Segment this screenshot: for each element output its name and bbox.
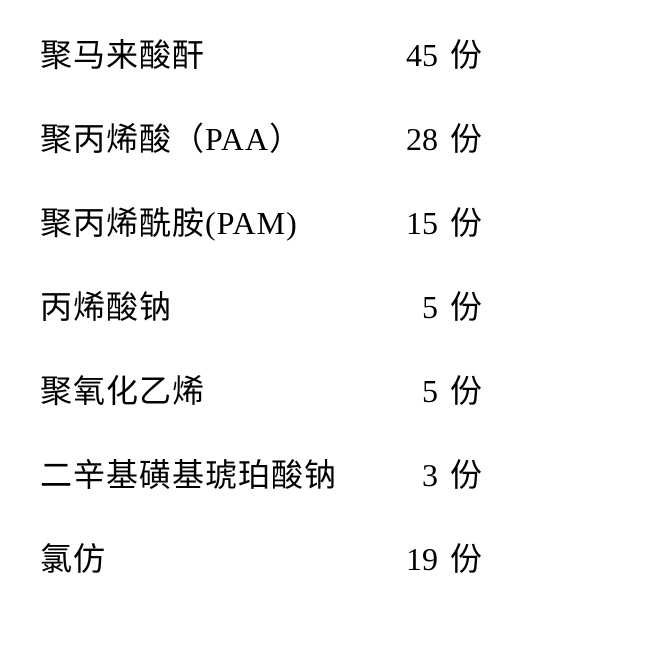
list-item: 聚丙烯酰胺(PAM) 15 份 [40, 198, 617, 244]
amount: 5 份 [400, 366, 510, 412]
list-item: 聚丙烯酸（PAA） 28 份 [40, 114, 617, 160]
amount-value: 3 [400, 457, 438, 494]
amount-unit: 份 [450, 366, 482, 412]
amount-value: 5 [400, 373, 438, 410]
list-item: 聚氧化乙烯 5 份 [40, 366, 617, 412]
amount-unit: 份 [450, 198, 482, 244]
ingredient-name: 聚丙烯酰胺(PAM) [40, 198, 400, 244]
list-item: 聚马来酸酐 45 份 [40, 30, 617, 76]
amount: 15 份 [400, 198, 510, 244]
ingredient-name: 丙烯酸钠 [40, 282, 400, 328]
amount: 45 份 [400, 30, 510, 76]
amount-value: 19 [400, 541, 438, 578]
amount-value: 28 [400, 121, 438, 158]
list-item: 氯仿 19 份 [40, 534, 617, 580]
amount-value: 15 [400, 205, 438, 242]
ingredient-name: 聚马来酸酐 [40, 30, 400, 76]
amount-unit: 份 [450, 282, 482, 328]
amount: 19 份 [400, 534, 510, 580]
list-item: 丙烯酸钠 5 份 [40, 282, 617, 328]
amount-value: 5 [400, 289, 438, 326]
list-item: 二辛基磺基琥珀酸钠 3 份 [40, 450, 617, 496]
amount-value: 45 [400, 37, 438, 74]
amount: 5 份 [400, 282, 510, 328]
ingredient-name: 聚氧化乙烯 [40, 366, 400, 412]
amount-unit: 份 [450, 114, 482, 160]
ingredient-name: 氯仿 [40, 534, 400, 580]
ingredient-name: 聚丙烯酸（PAA） [40, 114, 400, 160]
amount-unit: 份 [450, 534, 482, 580]
ingredient-name: 二辛基磺基琥珀酸钠 [40, 450, 400, 496]
amount: 28 份 [400, 114, 510, 160]
ingredient-list: 聚马来酸酐 45 份 聚丙烯酸（PAA） 28 份 聚丙烯酰胺(PAM) 15 … [40, 30, 617, 580]
amount-unit: 份 [450, 450, 482, 496]
amount: 3 份 [400, 450, 510, 496]
amount-unit: 份 [450, 30, 482, 76]
